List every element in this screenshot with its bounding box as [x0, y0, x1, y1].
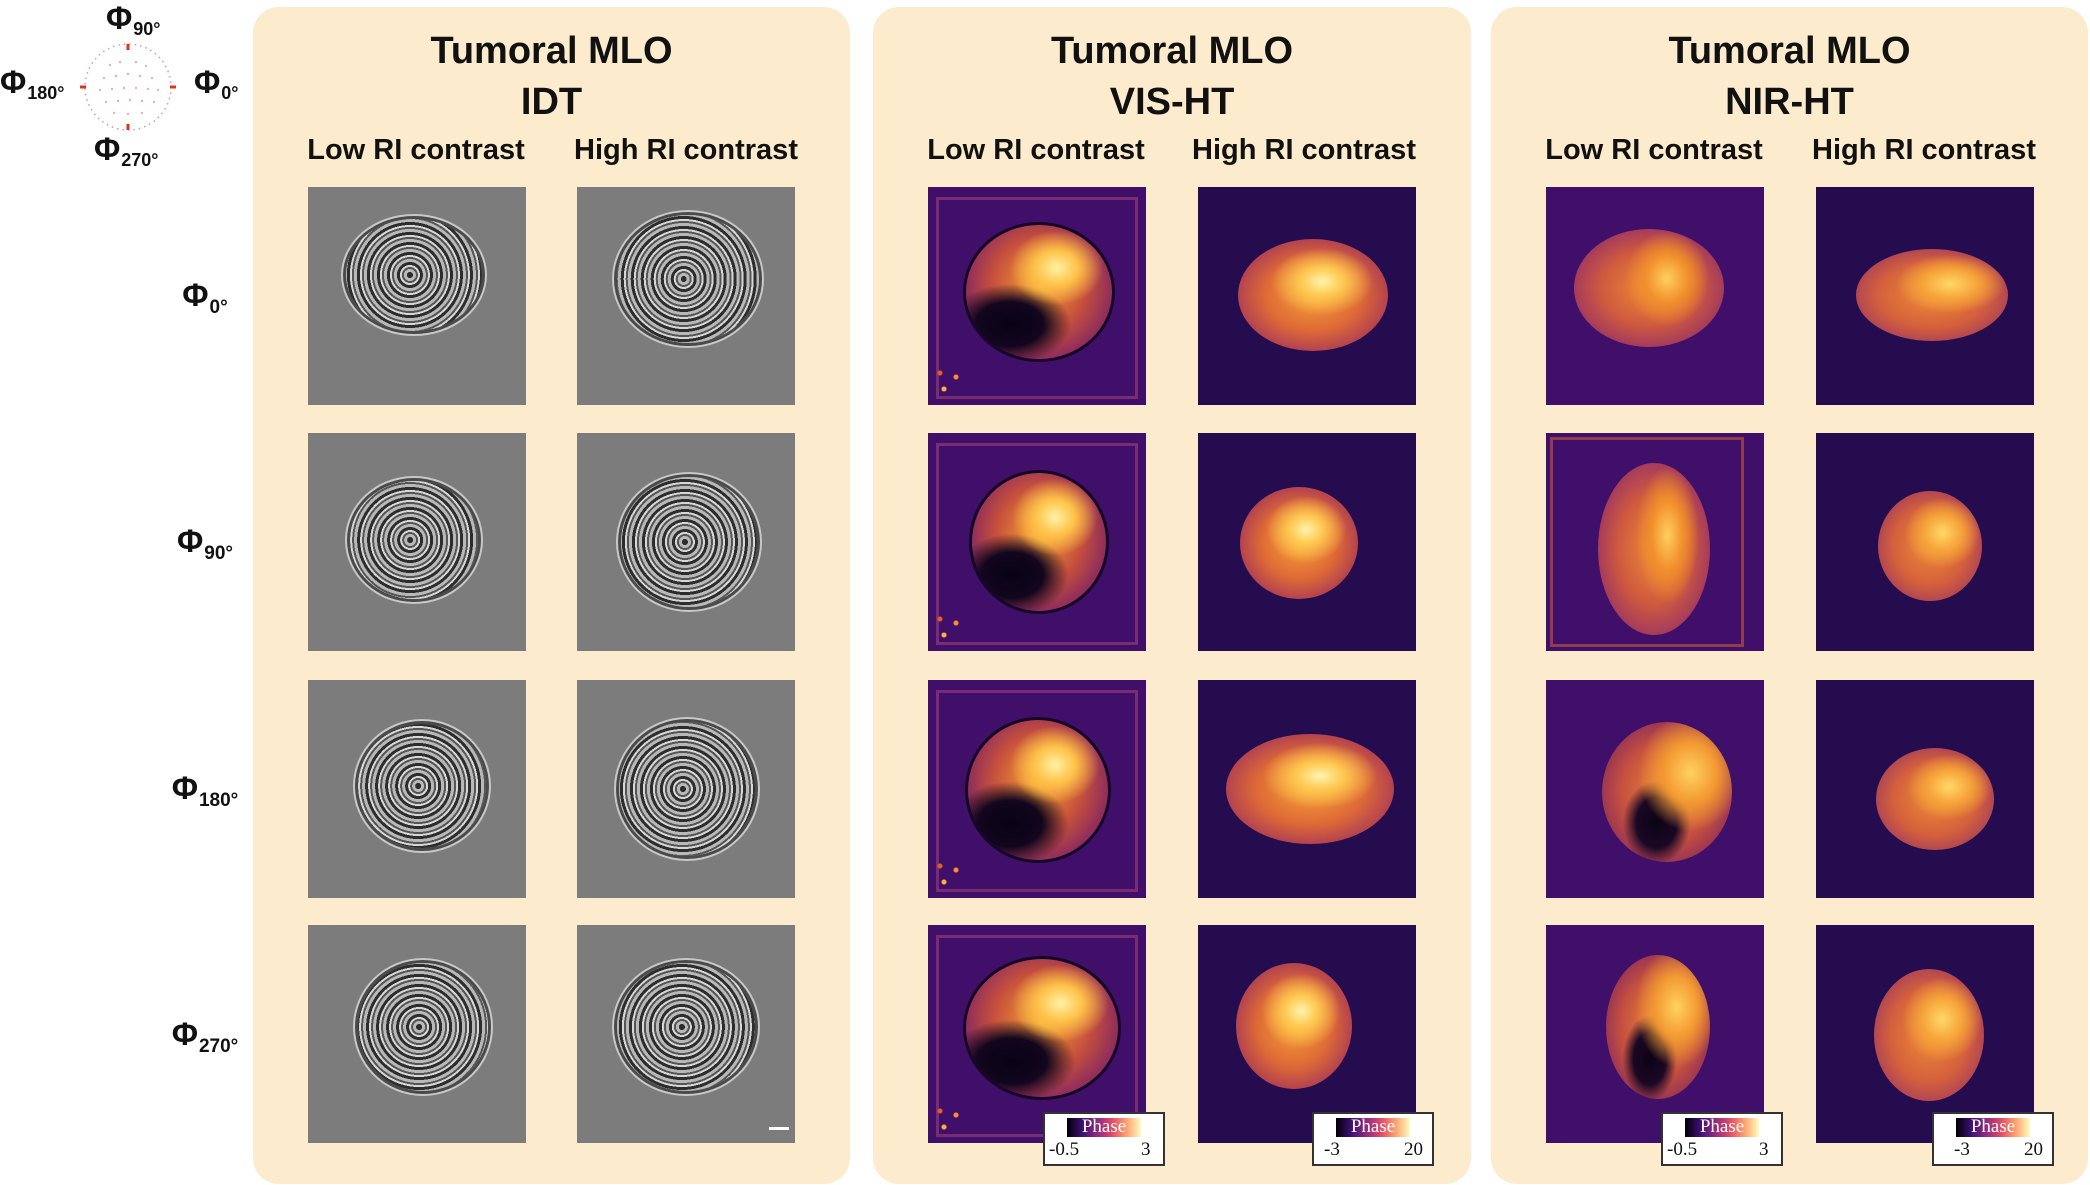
colorbar-vis-high: Phase -3 20 — [1312, 1112, 1434, 1166]
idt-low-phi270-image — [308, 925, 526, 1143]
panel-vis-ht: Tumoral MLO VIS-HT Low RI contrast High … — [873, 7, 1471, 1184]
vis-high-phi180-image — [1198, 680, 1416, 898]
colorbar-vis-low: Phase -0.5 3 — [1043, 1112, 1165, 1166]
column-header-low: Low RI contrast — [927, 134, 1145, 166]
idt-high-phi90-image — [577, 433, 795, 651]
column-header-high: High RI contrast — [574, 134, 798, 166]
vis-high-phi270-image — [1198, 925, 1416, 1143]
panel-title: Tumoral MLO — [1668, 30, 1911, 72]
idt-high-phi270-image — [577, 925, 795, 1143]
colorbar-gradient — [1067, 1118, 1141, 1137]
panel-idt: Tumoral MLO IDT Low RI contrast High RI … — [253, 7, 850, 1184]
row-label-phi-0: Φ0° — [182, 277, 228, 318]
panel-subtitle: NIR-HT — [1725, 81, 1854, 123]
compass-circle-icon — [80, 43, 176, 131]
colorbar-nir-low: Phase -0.5 3 — [1661, 1112, 1783, 1166]
nir-high-phi180-image — [1816, 680, 2034, 898]
compass-label-90: Φ90° — [106, 0, 161, 39]
column-header-high: High RI contrast — [1192, 134, 1416, 166]
idt-low-phi180-image — [308, 680, 526, 898]
nir-low-phi0-image — [1546, 187, 1764, 405]
idt-low-phi0-image — [308, 187, 526, 405]
vis-high-phi90-image — [1198, 433, 1416, 651]
colorbar-nir-high: Phase -3 20 — [1932, 1112, 2054, 1166]
vis-high-phi0-image — [1198, 187, 1416, 405]
compass-label-270: Φ270° — [94, 131, 159, 170]
nir-low-phi90-image — [1546, 433, 1764, 651]
column-header-low: Low RI contrast — [307, 134, 525, 166]
panel-subtitle: VIS-HT — [1109, 81, 1235, 123]
nir-high-phi0-image — [1816, 187, 2034, 405]
nir-low-phi180-image — [1546, 680, 1764, 898]
row-label-phi-90: Φ90° — [177, 523, 233, 564]
scale-bar — [769, 1127, 789, 1130]
colorbar-gradient — [1685, 1118, 1759, 1137]
column-header-low: Low RI contrast — [1545, 134, 1763, 166]
colorbar-gradient — [1956, 1118, 2030, 1137]
vis-low-phi270-image — [928, 925, 1146, 1143]
nir-low-phi270-image — [1546, 925, 1764, 1143]
row-label-phi-270: Φ270° — [171, 1016, 239, 1057]
idt-high-phi180-image — [577, 680, 795, 898]
angle-compass: Φ90° Φ180° Φ0° Φ270° — [0, 0, 250, 170]
vis-low-phi90-image — [928, 433, 1146, 651]
idt-low-phi90-image — [308, 433, 526, 651]
panel-title: Tumoral MLO — [430, 30, 673, 72]
vis-low-phi180-image — [928, 680, 1146, 898]
colorbar-gradient — [1336, 1118, 1410, 1137]
compass-label-0: Φ0° — [194, 64, 239, 103]
compass-label-180: Φ180° — [0, 64, 65, 103]
idt-high-phi0-image — [577, 187, 795, 405]
vis-low-phi0-image — [928, 187, 1146, 405]
nir-high-phi90-image — [1816, 433, 2034, 651]
row-label-phi-180: Φ180° — [171, 770, 239, 811]
column-header-high: High RI contrast — [1812, 134, 2036, 166]
panel-subtitle: IDT — [520, 81, 583, 123]
panel-nir-ht: Tumoral MLO NIR-HT Low RI contrast High … — [1491, 7, 2088, 1184]
nir-high-phi270-image — [1816, 925, 2034, 1143]
panel-title: Tumoral MLO — [1050, 30, 1294, 72]
